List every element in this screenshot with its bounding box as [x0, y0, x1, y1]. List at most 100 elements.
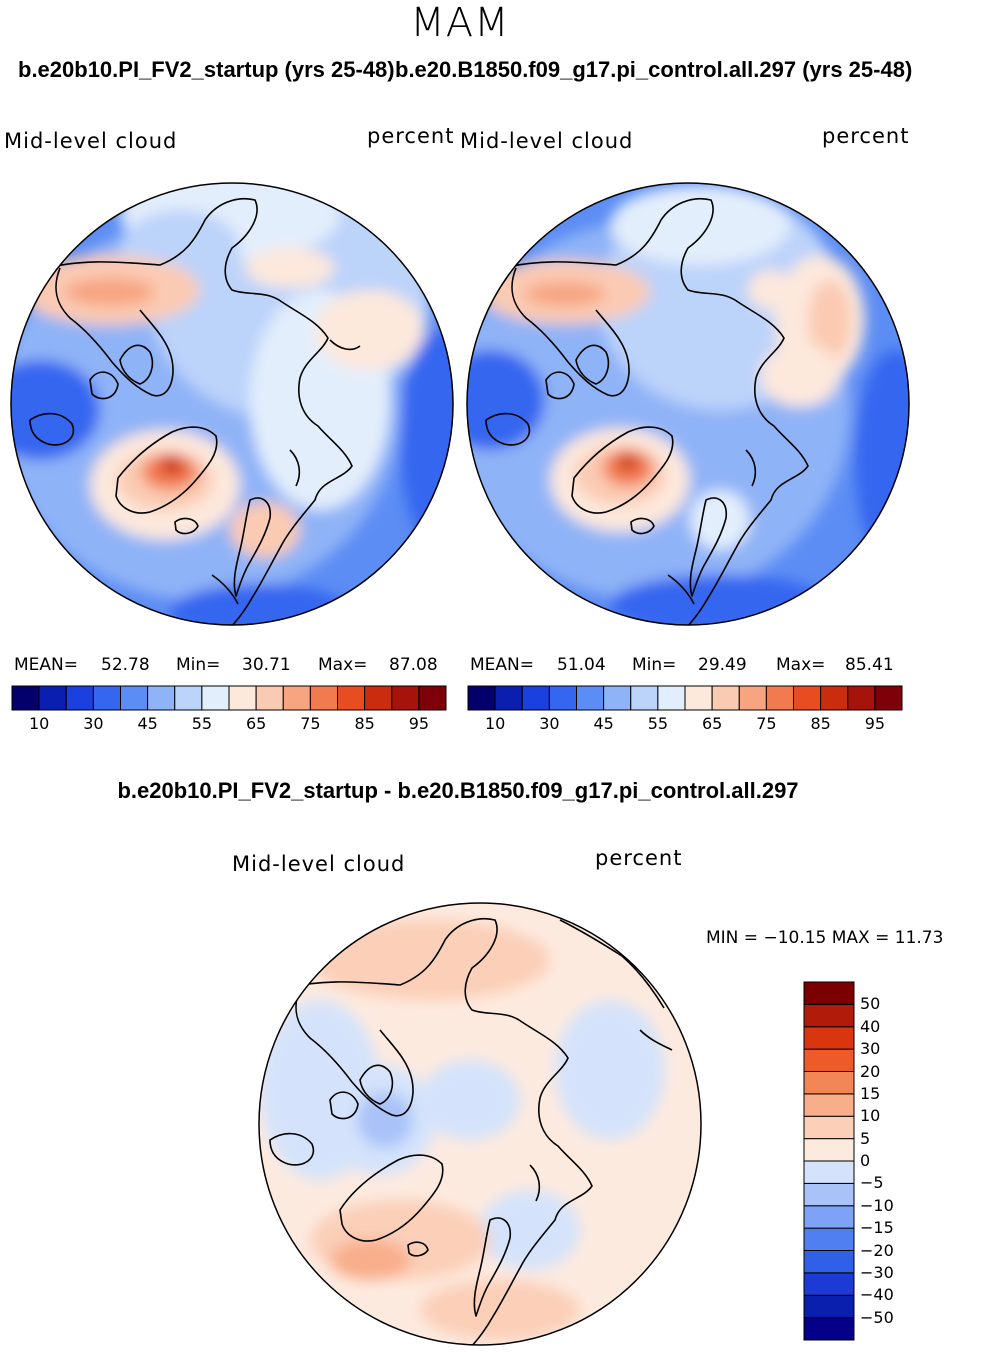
- colorbar-tick-label: −50: [860, 1307, 894, 1327]
- diff-colorbar: [803, 981, 855, 1341]
- colorbar-tick-label: 50: [860, 994, 881, 1014]
- colorbar-tick-label: 10: [28, 714, 50, 733]
- colorbar-swatch: [120, 685, 149, 711]
- colorbar-tick-label: 40: [860, 1016, 881, 1036]
- colorbar-swatch: [803, 1093, 855, 1117]
- colorbar-swatch: [803, 1138, 855, 1162]
- colorbar-swatch: [467, 685, 496, 711]
- colorbar-swatch: [738, 685, 767, 711]
- colorbar-swatch: [711, 685, 740, 711]
- colorbar-swatch: [803, 1294, 855, 1319]
- colorbar-swatch: [521, 685, 550, 711]
- colorbar-swatch: [803, 1026, 855, 1050]
- colorbar-tick-label: 65: [701, 714, 723, 733]
- colorbar-swatch: [803, 1182, 855, 1207]
- colorbar-swatch: [803, 1071, 855, 1095]
- colorbar-tick-label: 95: [864, 714, 886, 733]
- colorbar-tick-label: 30: [860, 1039, 881, 1059]
- colorbar-swatch: [576, 685, 605, 711]
- colorbar-tick-label: 10: [484, 714, 506, 733]
- left-max-label: Max=: [318, 655, 368, 675]
- left-min-value: 30.71: [242, 655, 291, 675]
- colorbar-swatch: [874, 685, 903, 711]
- right-run-title: b.e20.B1850.f09_g17.pi_control.all.297 (…: [395, 57, 913, 82]
- colorbar-swatch: [803, 981, 855, 1005]
- colorbar-tick-label: 75: [300, 714, 321, 733]
- colorbar-tick-label: 85: [354, 714, 375, 733]
- left-units-label: percent: [367, 124, 455, 148]
- colorbar-swatch: [684, 685, 713, 711]
- colorbar-tick-label: 45: [593, 714, 614, 733]
- colorbar-swatch: [147, 685, 176, 711]
- season-title: MAM: [410, 0, 510, 46]
- colorbar-swatch: [803, 1317, 855, 1341]
- right-units-label: percent: [822, 124, 910, 148]
- colorbar-swatch: [364, 685, 393, 711]
- colorbar-swatch: [793, 685, 822, 711]
- diff-minmax-text: MIN = −10.15 MAX = 11.73: [706, 928, 944, 948]
- colorbar-swatch: [657, 685, 686, 711]
- colorbar-swatch: [201, 685, 230, 711]
- right-min-label: Min=: [632, 655, 677, 675]
- colorbar-swatch: [603, 685, 632, 711]
- colorbar-tick-label: 55: [647, 714, 669, 733]
- colorbar-swatch: [65, 685, 94, 711]
- colorbar-swatch: [803, 1205, 855, 1229]
- colorbar-swatch: [630, 685, 659, 711]
- colorbar-tick-label: 45: [137, 714, 158, 733]
- colorbar-swatch: [820, 685, 849, 711]
- colorbar-swatch: [803, 1048, 855, 1072]
- left-mean-value: 52.78: [101, 655, 150, 675]
- colorbar-swatch: [92, 685, 121, 711]
- diff-units-label: percent: [595, 846, 683, 870]
- right-min-value: 29.49: [698, 655, 747, 675]
- colorbar-swatch: [228, 685, 257, 711]
- colorbar-tick-label: −5: [860, 1173, 884, 1193]
- right-map-border: [466, 182, 910, 626]
- right-mean-label: MEAN=: [470, 655, 534, 675]
- colorbar-tick-label: 85: [810, 714, 831, 733]
- colorbar-swatch: [174, 685, 203, 711]
- colorbar-tick-label: −30: [860, 1262, 894, 1282]
- colorbar-swatch: [418, 685, 447, 711]
- colorbar-tick-label: 30: [539, 714, 560, 733]
- colorbar-swatch: [803, 1115, 855, 1140]
- left-polar-map: [10, 182, 454, 626]
- right-polar-map: [466, 182, 910, 626]
- left-mean-label: MEAN=: [14, 655, 78, 675]
- colorbar-tick-label: −40: [860, 1285, 894, 1305]
- left-colorbar: [11, 685, 447, 711]
- colorbar-tick-label: 20: [860, 1061, 881, 1081]
- left-min-label: Min=: [176, 655, 221, 675]
- left-map-border: [10, 182, 454, 626]
- diff-coastlines: [269, 918, 673, 1345]
- colorbar-swatch: [282, 685, 311, 711]
- colorbar-tick-label: 10: [860, 1106, 881, 1126]
- diff-map-border: [258, 902, 702, 1346]
- colorbar-tick-label: 5: [860, 1128, 871, 1148]
- right-colorbar: [467, 685, 903, 711]
- colorbar-tick-label: 0: [860, 1151, 871, 1170]
- colorbar-tick-label: 30: [83, 714, 104, 733]
- colorbar-swatch: [803, 1003, 855, 1028]
- colorbar-tick-label: −15: [860, 1218, 894, 1238]
- colorbar-tick-label: 55: [191, 714, 213, 733]
- colorbar-swatch: [255, 685, 284, 711]
- left-variable-label: Mid-level cloud: [4, 129, 178, 153]
- colorbar-swatch: [391, 685, 420, 711]
- colorbar-swatch: [803, 1227, 855, 1251]
- colorbar-tick-label: −20: [860, 1240, 894, 1260]
- colorbar-swatch: [803, 1160, 855, 1184]
- difference-title: b.e20b10.PI_FV2_startup - b.e20.B1850.f0…: [117, 778, 799, 803]
- left-run-title: b.e20b10.PI_FV2_startup (yrs 25-48): [18, 57, 395, 82]
- colorbar-tick-label: −10: [860, 1195, 894, 1215]
- colorbar-swatch: [803, 1250, 855, 1274]
- colorbar-tick-label: 95: [408, 714, 430, 733]
- right-variable-label: Mid-level cloud: [460, 129, 634, 153]
- difference-polar-map: [258, 902, 702, 1346]
- colorbar-tick-label: 65: [245, 714, 267, 733]
- colorbar-swatch: [11, 685, 40, 711]
- colorbar-swatch: [494, 685, 523, 711]
- colorbar-swatch: [803, 1272, 855, 1296]
